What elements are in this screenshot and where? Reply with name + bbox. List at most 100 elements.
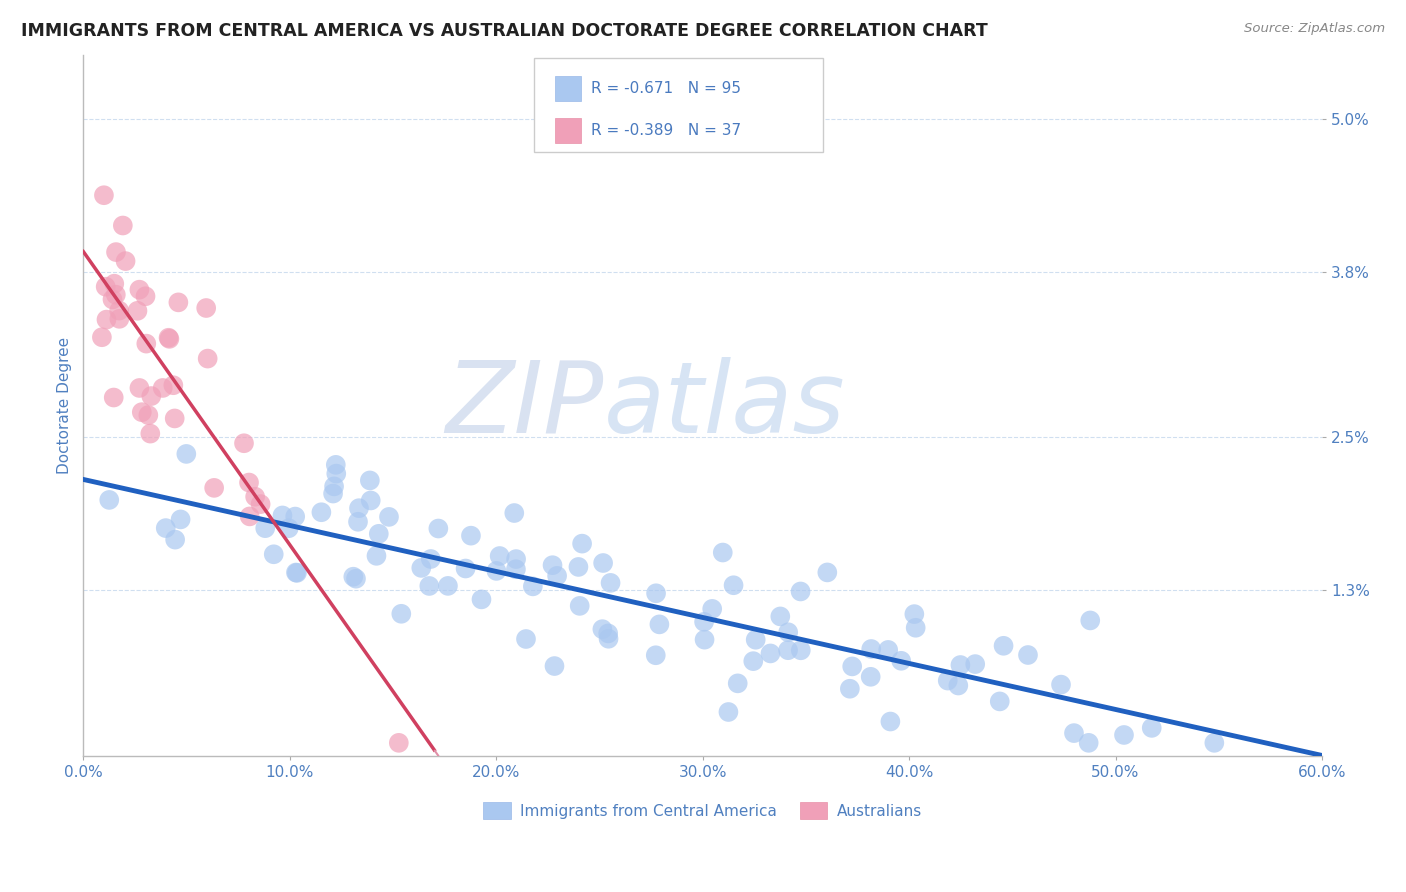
Point xyxy=(284,566,307,580)
Point xyxy=(138,408,160,422)
Point xyxy=(965,657,987,671)
Point xyxy=(157,331,180,345)
Point xyxy=(644,648,666,663)
Point xyxy=(155,521,177,535)
Point xyxy=(342,570,364,584)
Point xyxy=(1204,736,1226,750)
Text: atlas: atlas xyxy=(603,357,845,454)
Point xyxy=(347,501,370,516)
Point xyxy=(503,506,526,520)
Point xyxy=(271,508,294,523)
Point xyxy=(103,391,125,405)
Point xyxy=(841,659,863,673)
Point xyxy=(567,560,589,574)
Point xyxy=(152,381,174,395)
Point xyxy=(322,486,344,500)
Point xyxy=(591,622,613,636)
Point xyxy=(239,509,262,524)
Point xyxy=(460,529,482,543)
Point xyxy=(128,283,150,297)
Y-axis label: Doctorate Degree: Doctorate Degree xyxy=(58,337,72,474)
Point xyxy=(367,526,389,541)
Legend: Immigrants from Central America, Australians: Immigrants from Central America, Austral… xyxy=(478,796,928,825)
Point xyxy=(359,474,381,488)
Point xyxy=(702,602,724,616)
Point xyxy=(104,287,127,301)
Point xyxy=(165,533,187,547)
Point xyxy=(1063,726,1085,740)
Point xyxy=(249,497,271,511)
Point xyxy=(437,579,460,593)
Point xyxy=(157,332,180,346)
Point xyxy=(254,521,277,535)
Point xyxy=(323,479,346,493)
Point xyxy=(163,411,186,425)
Point xyxy=(723,578,745,592)
Point xyxy=(879,714,901,729)
Point xyxy=(546,569,568,583)
Point xyxy=(815,566,838,580)
Point xyxy=(693,615,716,629)
Point xyxy=(877,643,900,657)
Point xyxy=(128,381,150,395)
Point xyxy=(1078,614,1101,628)
Point xyxy=(108,303,131,318)
Point xyxy=(541,558,564,573)
Point xyxy=(93,188,115,202)
Point xyxy=(127,303,149,318)
Point xyxy=(419,552,441,566)
Point xyxy=(693,632,716,647)
Point xyxy=(645,586,668,600)
Point xyxy=(1077,736,1099,750)
Point xyxy=(325,458,347,472)
Point xyxy=(389,607,412,621)
Point xyxy=(505,552,527,566)
Point xyxy=(860,642,883,657)
Point xyxy=(285,566,308,580)
Point xyxy=(347,515,370,529)
Text: R = -0.671   N = 95: R = -0.671 N = 95 xyxy=(591,81,741,96)
Point xyxy=(135,289,157,303)
Point xyxy=(790,643,813,657)
Point xyxy=(515,632,537,646)
Point xyxy=(418,579,440,593)
Point xyxy=(903,607,925,621)
Point xyxy=(96,312,118,326)
Point xyxy=(243,490,266,504)
Point xyxy=(378,509,401,524)
Point xyxy=(176,447,198,461)
Point xyxy=(141,389,163,403)
Point xyxy=(778,643,800,657)
Point xyxy=(769,609,792,624)
Point xyxy=(101,293,124,307)
Point xyxy=(598,632,620,646)
Point xyxy=(904,621,927,635)
Point xyxy=(859,670,882,684)
Point xyxy=(131,405,153,419)
Point xyxy=(169,512,191,526)
Point xyxy=(993,639,1015,653)
Point xyxy=(568,599,591,613)
Point xyxy=(1017,648,1039,662)
Point xyxy=(717,705,740,719)
Point xyxy=(360,493,382,508)
Point xyxy=(485,564,508,578)
Point xyxy=(277,521,299,535)
Point xyxy=(592,556,614,570)
Point xyxy=(202,481,225,495)
Point xyxy=(543,659,565,673)
Point xyxy=(325,467,347,481)
Point xyxy=(108,311,131,326)
Point xyxy=(1050,678,1073,692)
Point xyxy=(167,295,190,310)
Point xyxy=(366,549,388,563)
Point xyxy=(195,301,218,315)
Point xyxy=(411,561,433,575)
Point xyxy=(162,378,184,392)
Point xyxy=(103,277,125,291)
Point xyxy=(454,561,477,575)
Point xyxy=(470,592,492,607)
Point xyxy=(759,647,782,661)
Text: R = -0.389   N = 37: R = -0.389 N = 37 xyxy=(591,122,741,137)
Point xyxy=(90,330,112,344)
